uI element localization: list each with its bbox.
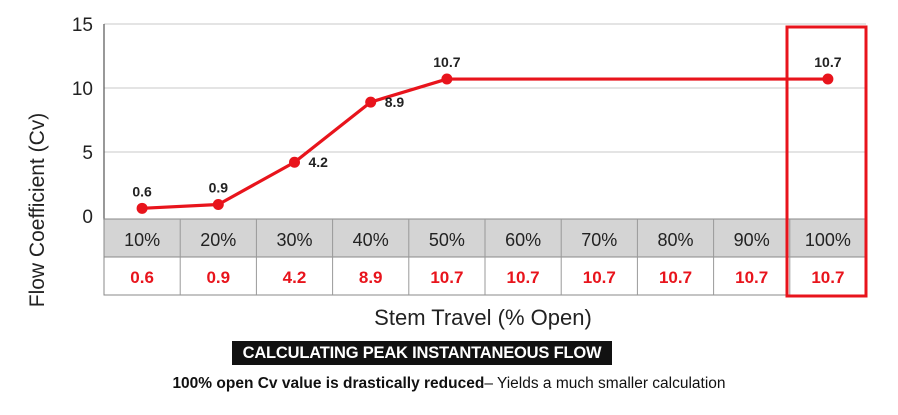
table-value-cell: 0.6 xyxy=(130,268,154,287)
data-label: 4.2 xyxy=(309,154,329,170)
y-tick-label: 10 xyxy=(72,79,93,100)
data-label: 0.9 xyxy=(209,179,229,195)
data-label: 0.6 xyxy=(132,183,152,199)
y-tick-label: 5 xyxy=(82,143,93,164)
series-line xyxy=(142,77,828,210)
table-value-cell: 0.9 xyxy=(206,268,230,287)
caption-banner: CALCULATING PEAK INSTANTANEOUS FLOW xyxy=(232,341,612,365)
y-axis: 15 10 5 0 xyxy=(72,15,105,228)
gridlines xyxy=(104,23,866,153)
table-value-cell: 10.7 xyxy=(811,268,844,287)
data-label: 10.7 xyxy=(433,54,460,70)
data-point xyxy=(365,96,377,108)
cv-series xyxy=(136,73,834,214)
data-point xyxy=(212,198,224,210)
data-point xyxy=(441,73,453,85)
footnote-rest: – Yields a much smaller calculation xyxy=(484,375,726,392)
table-header-cell: 40% xyxy=(353,230,389,250)
table-value-cell: 10.7 xyxy=(659,268,692,287)
table-value-cell: 4.2 xyxy=(283,268,307,287)
table-header-cell: 80% xyxy=(657,230,693,250)
highlight-box xyxy=(785,25,868,298)
table-header-cell: 10% xyxy=(124,230,160,250)
table-value-cell: 10.7 xyxy=(507,268,540,287)
data-label: 10.7 xyxy=(814,54,841,70)
table-header-cell: 30% xyxy=(276,230,312,250)
data-point xyxy=(136,202,148,214)
y-tick-label: 0 xyxy=(82,207,93,228)
table-header-cell: 60% xyxy=(505,230,541,250)
table-value-cell: 10.7 xyxy=(583,268,616,287)
footnote-bold: 100% open Cv value is drastically reduce… xyxy=(172,375,485,392)
point-labels: 0.6 0.9 4.2 8.9 10.7 10.7 xyxy=(132,54,841,199)
table-header-cell: 20% xyxy=(200,230,236,250)
table-value-cell: 10.7 xyxy=(430,268,463,287)
table-header-cell: 70% xyxy=(581,230,617,250)
data-label: 8.9 xyxy=(385,94,405,110)
table-value-cell: 10.7 xyxy=(735,268,768,287)
table-value-cell: 8.9 xyxy=(359,268,383,287)
y-tick-label: 15 xyxy=(72,15,93,36)
x-axis-label: Stem Travel (% Open) xyxy=(374,305,592,330)
data-point xyxy=(822,73,834,85)
data-point xyxy=(289,156,300,168)
footnote: 100% open Cv value is drastically reduce… xyxy=(0,375,898,393)
table-header-cell: 50% xyxy=(429,230,465,250)
y-axis-label: Flow Coefficient (Cv) xyxy=(26,113,49,308)
table-header-cell: 90% xyxy=(734,230,770,250)
data-table: 10% 0.6 20% 0.9 30% 4.2 40% 8.9 50% 10.7 60% 10.7 70… xyxy=(103,218,867,296)
table-header-cell: 100% xyxy=(805,230,851,250)
